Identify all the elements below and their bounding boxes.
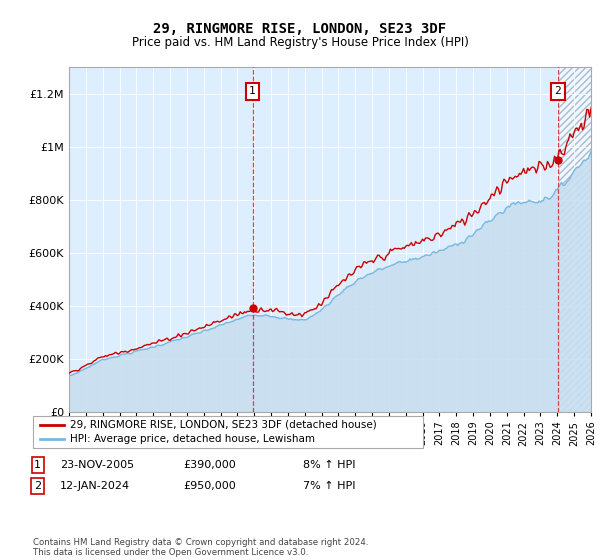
Text: 1: 1: [249, 86, 256, 96]
Text: 29, RINGMORE RISE, LONDON, SE23 3DF: 29, RINGMORE RISE, LONDON, SE23 3DF: [154, 22, 446, 36]
Text: £390,000: £390,000: [183, 460, 236, 470]
Text: Contains HM Land Registry data © Crown copyright and database right 2024.
This d: Contains HM Land Registry data © Crown c…: [33, 538, 368, 557]
Text: 12-JAN-2024: 12-JAN-2024: [60, 481, 130, 491]
Text: 8% ↑ HPI: 8% ↑ HPI: [303, 460, 355, 470]
Text: £950,000: £950,000: [183, 481, 236, 491]
Text: Price paid vs. HM Land Registry's House Price Index (HPI): Price paid vs. HM Land Registry's House …: [131, 36, 469, 49]
Text: HPI: Average price, detached house, Lewisham: HPI: Average price, detached house, Lewi…: [70, 434, 315, 444]
Text: 7% ↑ HPI: 7% ↑ HPI: [303, 481, 355, 491]
Text: 2: 2: [554, 86, 562, 96]
Text: 23-NOV-2005: 23-NOV-2005: [60, 460, 134, 470]
Text: 29, RINGMORE RISE, LONDON, SE23 3DF (detached house): 29, RINGMORE RISE, LONDON, SE23 3DF (det…: [70, 419, 377, 430]
Text: 1: 1: [34, 460, 41, 470]
Text: 2: 2: [34, 481, 41, 491]
